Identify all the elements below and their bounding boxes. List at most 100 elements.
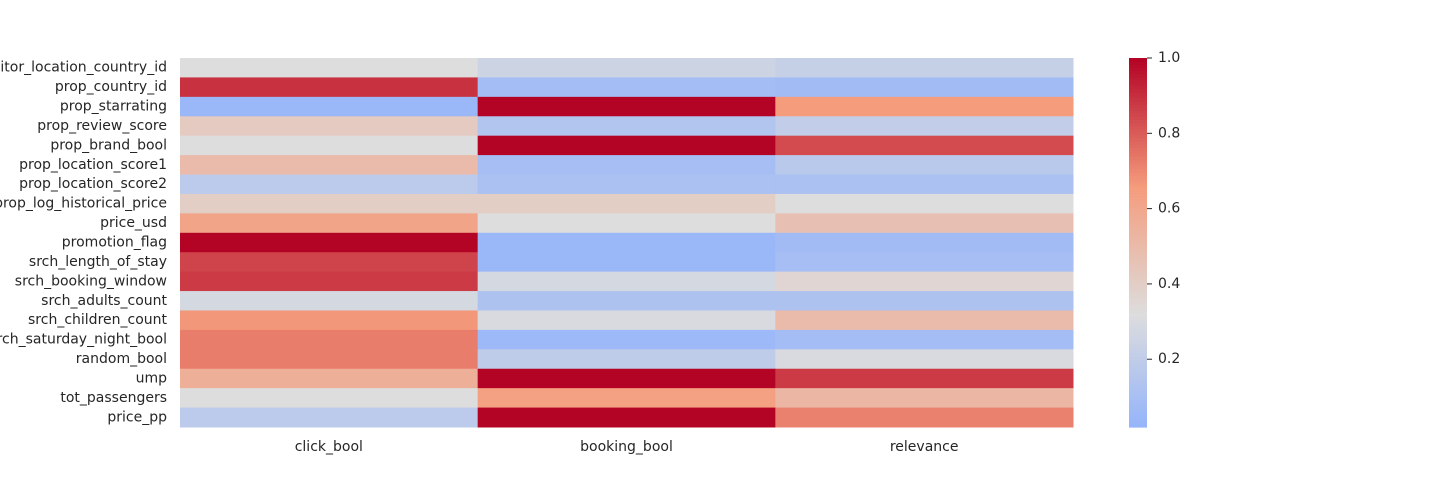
- heatmap-cell: [477, 368, 776, 389]
- colorbar-segment: [1129, 67, 1147, 71]
- colorbar-segment: [1129, 116, 1147, 121]
- heatmap-cell: [477, 232, 776, 253]
- heatmap-cell: [180, 116, 479, 137]
- colorbar-segment: [1129, 159, 1147, 164]
- colorbar-segment: [1129, 70, 1147, 74]
- heatmap-cell: [775, 116, 1074, 137]
- colorbar-segment: [1129, 162, 1147, 167]
- colorbar-segment: [1129, 390, 1147, 394]
- heatmap-cell: [775, 407, 1074, 428]
- row-tick-label: promotion_flag: [62, 235, 167, 251]
- colorbar-segment: [1129, 300, 1147, 305]
- colorbar-segment: [1129, 165, 1147, 170]
- heatmap-cell: [180, 329, 479, 350]
- heatmap-cell: [180, 58, 479, 78]
- colorbar-segment: [1129, 267, 1147, 271]
- row-tick-label: prop_country_id: [55, 79, 167, 95]
- heatmap-cell: [477, 116, 776, 137]
- colorbar-segment: [1129, 347, 1147, 351]
- colorbar-segment: [1129, 353, 1147, 357]
- colorbar-segment: [1129, 79, 1147, 84]
- colorbar-segment: [1129, 208, 1147, 213]
- colorbar-segment: [1129, 383, 1147, 388]
- colorbar-segment: [1129, 119, 1147, 124]
- colorbar-segment: [1129, 144, 1147, 148]
- column-tick-label: click_bool: [295, 439, 363, 455]
- heatmap-cell: [477, 349, 776, 370]
- colorbar-segment: [1129, 230, 1147, 234]
- colorbar-segment: [1129, 304, 1147, 308]
- row-tick-label: prop_starrating: [60, 99, 167, 115]
- colorbar-segment: [1129, 187, 1147, 191]
- heatmap-cell: [775, 135, 1074, 156]
- colorbar-segment: [1129, 325, 1147, 330]
- heatmap-cell: [180, 349, 479, 370]
- colorbar-segment: [1129, 91, 1147, 96]
- colorbar-segment: [1129, 134, 1147, 139]
- heatmap-cell: [477, 252, 776, 273]
- colorbar-segment: [1129, 177, 1147, 182]
- colorbar-segment: [1129, 423, 1147, 428]
- heatmap-cell: [477, 213, 776, 234]
- colorbar-segment: [1129, 214, 1147, 219]
- colorbar-segment: [1129, 251, 1147, 256]
- heatmap-cell: [477, 407, 776, 428]
- heatmap-cell: [477, 291, 776, 311]
- colorbar-segment: [1129, 328, 1147, 333]
- colorbar-segment: [1129, 307, 1147, 311]
- colorbar: 0.2 0.4 0.6 0.8 1.0: [1129, 50, 1180, 428]
- heatmap-cell: [180, 77, 479, 98]
- heatmap-cell: [180, 252, 479, 273]
- colorbar-tick-label: 1.0: [1158, 50, 1180, 66]
- colorbar-segment: [1129, 107, 1147, 111]
- colorbar-segment: [1129, 174, 1147, 179]
- colorbar-segment: [1129, 101, 1147, 105]
- row-tick-label: prop_location_score1: [19, 157, 167, 173]
- heatmap-cell: [477, 310, 776, 331]
- colorbar-segment: [1129, 131, 1147, 136]
- colorbar-segment: [1129, 331, 1147, 336]
- colorbar-segment: [1129, 58, 1147, 62]
- heatmap-cell: [775, 271, 1074, 292]
- colorbar-segment: [1129, 224, 1147, 228]
- colorbar-segment: [1129, 202, 1147, 207]
- colorbar-segment: [1129, 205, 1147, 210]
- colorbar-segment: [1129, 377, 1147, 382]
- colorbar-segment: [1129, 147, 1147, 151]
- heatmap-cell: [775, 193, 1074, 214]
- heatmap-cell: [180, 232, 479, 253]
- colorbar-segment: [1129, 294, 1147, 299]
- heatmap-cell: [477, 77, 776, 98]
- heatmap-cell: [775, 213, 1074, 234]
- heatmap-cell: [180, 135, 479, 156]
- column-tick-label: relevance: [890, 439, 959, 455]
- colorbar-segment: [1129, 405, 1147, 410]
- row-tick-label: srch_booking_window: [15, 273, 167, 289]
- row-tick-label: srch_adults_count: [41, 293, 167, 309]
- heatmap-cell: [180, 291, 479, 311]
- colorbar-segment: [1129, 350, 1147, 354]
- heatmap-cell: [775, 388, 1074, 409]
- heatmap-cell: [477, 271, 776, 292]
- colorbar-segment: [1129, 285, 1147, 290]
- colorbar-segment: [1129, 171, 1147, 176]
- colorbar-segment: [1129, 322, 1147, 327]
- colorbar-tick-label: 0.4: [1158, 276, 1180, 292]
- colorbar-segment: [1129, 242, 1147, 247]
- colorbar-segment: [1129, 337, 1147, 342]
- colorbar-segment: [1129, 88, 1147, 93]
- colorbar-segment: [1129, 245, 1147, 250]
- colorbar-segment: [1129, 343, 1147, 348]
- colorbar-segment: [1129, 199, 1147, 204]
- colorbar-tick-label: 0.2: [1158, 351, 1180, 367]
- colorbar-segment: [1129, 319, 1147, 324]
- heatmap-cell: [775, 58, 1074, 78]
- colorbar-segment: [1129, 273, 1147, 277]
- heatmap-cell: [477, 388, 776, 409]
- heatmap-cell: [775, 329, 1074, 350]
- row-tick-labels: visitor_location_country_id prop_country_…: [0, 60, 168, 426]
- heatmap-cell: [775, 349, 1074, 370]
- heatmap-cells: [180, 58, 1074, 428]
- colorbar-segment: [1129, 411, 1147, 416]
- colorbar-tick-label: 0.6: [1158, 201, 1180, 217]
